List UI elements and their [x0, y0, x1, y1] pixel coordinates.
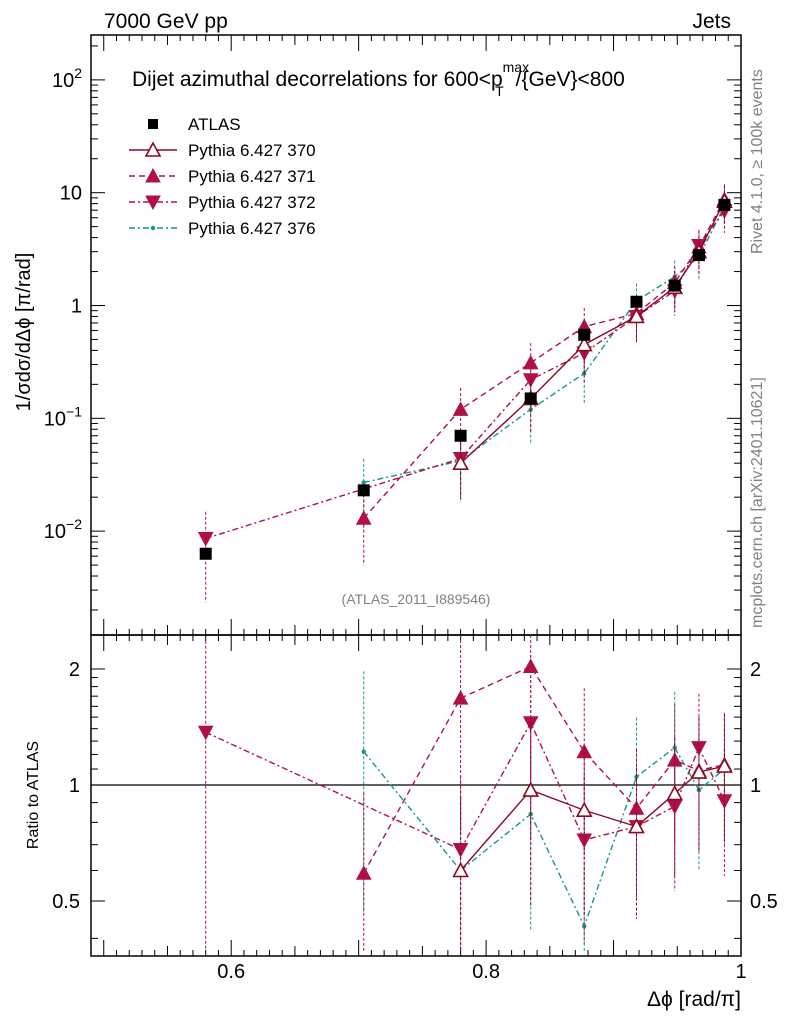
title-post: /{GeV}<800 — [516, 68, 625, 91]
x-tick-label: 0.6 — [217, 961, 245, 983]
ratio-series-line — [205, 721, 726, 851]
y-tick-base: 10 — [44, 521, 66, 543]
legend-marker — [145, 167, 161, 183]
mcplots-label: mcplots.cern.ch [arXiv:2401.10621] — [749, 377, 766, 628]
main-data-point — [628, 307, 645, 324]
legend: ATLAS Pythia 6.427 370 Pythia 6.427 371 Pyt… — [129, 115, 316, 238]
main-series-layer — [197, 184, 733, 603]
legend-marker — [145, 195, 161, 211]
ratio-data-point — [452, 861, 469, 878]
main-data-point — [522, 354, 539, 370]
title-sup: max — [503, 59, 529, 75]
ratio-data-point — [690, 763, 708, 779]
main-data-point — [575, 335, 593, 352]
main-data-point — [454, 429, 467, 442]
main-data-point — [524, 392, 537, 405]
y-axis-label: 1/σdσ/dΔϕ [π/rad] — [13, 253, 35, 412]
ratio-data-point — [197, 725, 214, 741]
y-tick-label: 10−2 — [44, 516, 82, 543]
legend-label: ATLAS — [188, 115, 241, 134]
main-data-point — [668, 279, 681, 292]
chart-title: Dijet azimuthal decorrelations for 600<p… — [132, 59, 625, 99]
title-pre: Dijet azimuthal decorrelations for 600<p — [132, 68, 503, 91]
x-ticks: 0.6 0.8 1 — [103, 35, 747, 983]
main-series-line — [363, 199, 726, 519]
ratio-data-point — [576, 743, 593, 759]
legend-marker — [144, 141, 162, 157]
ratio-series-line — [363, 665, 725, 874]
ratio-data-point — [522, 781, 540, 797]
main-data-point — [199, 547, 212, 560]
ratio-plot-frame — [90, 634, 742, 957]
y-tick-base: 1 — [71, 296, 82, 318]
y-tick-label: 1 — [71, 296, 82, 318]
main-data-point — [355, 510, 372, 525]
legend-label: Pythia 6.427 370 — [188, 141, 316, 160]
ratio-data-point — [628, 817, 645, 834]
legend-label: Pythia 6.427 372 — [188, 193, 316, 212]
main-data-point — [578, 328, 591, 341]
ratio-series-line — [363, 746, 725, 929]
x-tick-label: 1 — [735, 961, 746, 983]
title-sub: T — [495, 83, 504, 99]
main-data-point — [197, 532, 214, 547]
x-axis-label: Δϕ [rad/π] — [647, 988, 741, 1011]
ratio-data-point — [666, 784, 684, 801]
header-right: Jets — [692, 10, 731, 33]
legend-label: Pythia 6.427 371 — [188, 167, 316, 186]
y-tick-exponent: −2 — [66, 516, 82, 532]
y-tick-label: 10−1 — [44, 403, 82, 430]
y-tick-base: 10 — [60, 183, 82, 205]
main-data-point — [452, 454, 469, 471]
y-tick-base: 10 — [52, 70, 74, 92]
ratio-data-point — [361, 749, 366, 754]
y-tick-exponent: −1 — [66, 403, 82, 419]
ratio-series-line — [460, 765, 725, 871]
ratio-series-layer — [197, 635, 733, 952]
ratio-tick-label-left: 1 — [69, 775, 80, 797]
header-left: 7000 GeV pp — [104, 10, 228, 33]
main-data-point — [630, 295, 643, 308]
ratio-data-point — [355, 865, 372, 880]
y-tick-label: 102 — [52, 65, 82, 92]
ratio-tick-label-right: 0.5 — [750, 891, 778, 913]
rivet-label: Rivet 4.1.0, ≥ 100k events — [749, 69, 766, 254]
main-data-point — [452, 401, 469, 416]
y-tick-base: 10 — [44, 408, 66, 430]
ratio-data-point — [522, 658, 539, 673]
main-data-point — [718, 198, 731, 211]
y-tick-label: 10 — [60, 183, 82, 205]
ratio-data-point — [575, 801, 593, 818]
ratio-tick-label-right: 2 — [750, 659, 761, 681]
main-series-line — [205, 210, 725, 540]
analysis-id: (ATLAS_2011_I889546) — [342, 591, 491, 607]
ratio-tick-label-left: 0.5 — [52, 891, 80, 913]
ratio-data-point — [452, 690, 469, 705]
y-tick-exponent: 2 — [74, 65, 82, 81]
ratio-y-ticks: 0.5 0.5 1 1 2 2 — [52, 659, 778, 939]
ratio-data-point — [582, 924, 587, 929]
legend-label: Pythia 6.427 376 — [188, 219, 316, 238]
main-data-point — [357, 484, 370, 497]
main-series-line — [460, 200, 726, 464]
main-series-line — [363, 205, 726, 484]
legend-marker — [150, 225, 156, 231]
legend-marker — [148, 119, 158, 129]
x-tick-label: 0.8 — [472, 961, 500, 983]
main-data-point — [361, 480, 366, 485]
ratio-tick-label-left: 2 — [69, 659, 80, 681]
ratio-data-point — [716, 757, 733, 773]
ratio-tick-label-right: 1 — [750, 775, 761, 797]
ratio-y-axis-label: Ratio to ATLAS — [25, 741, 42, 849]
main-data-point — [692, 249, 705, 262]
